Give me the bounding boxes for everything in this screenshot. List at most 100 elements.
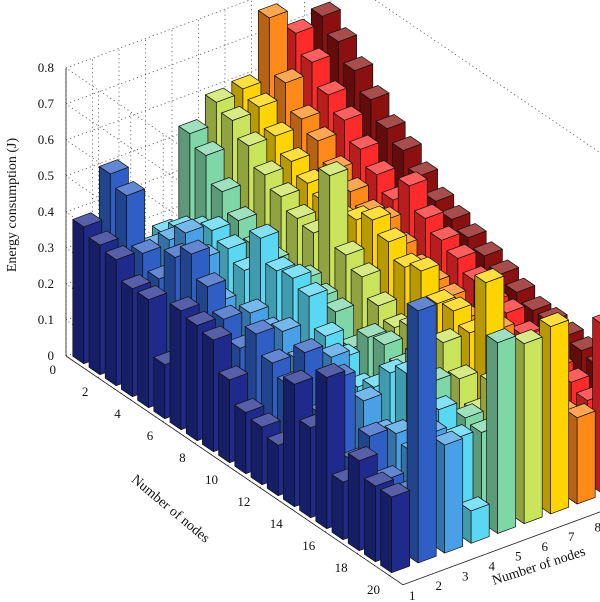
x-tick-label: 14 [270, 516, 284, 531]
bar-top-face [361, 205, 391, 221]
bar-side-face [88, 237, 101, 376]
bar-top-face [334, 240, 365, 256]
bar-top-face [227, 206, 257, 222]
bar-top-face [459, 496, 490, 512]
bar-top-face [313, 321, 344, 337]
bar-top-face [300, 47, 331, 63]
bar-side-face [104, 251, 117, 387]
y-tick-label: 5 [515, 549, 522, 564]
bar-top-face [216, 234, 247, 250]
y-tick-label: 4 [488, 559, 495, 574]
y-tick-label: 3 [462, 568, 469, 583]
z-tick-label: 0.5 [38, 168, 54, 183]
x-tick-label: 4 [114, 406, 121, 421]
bar-top-face [565, 403, 596, 419]
bar-top-face [474, 268, 505, 284]
bar-side-face [250, 419, 263, 486]
bar-top-face [425, 289, 456, 305]
bar-side-face [121, 280, 133, 398]
bar-front-face [417, 303, 437, 564]
z-tick-label: 0.7 [38, 96, 55, 111]
bar-top-face [433, 430, 464, 446]
bar-side-face [266, 437, 279, 497]
bar-top-face [202, 325, 232, 341]
bar-top-face [297, 281, 328, 297]
bar-top-face [406, 296, 437, 312]
bar-top-face [247, 92, 278, 108]
bar-row-20-series-6 [512, 329, 543, 525]
bar-side-face [202, 332, 214, 453]
y-tick-label: 7 [568, 529, 575, 544]
bar-top-face [442, 296, 472, 312]
bar-top-face [194, 140, 225, 156]
bar-top-face [431, 328, 462, 344]
y-axis-line [402, 511, 600, 586]
bar-top-face [310, 1, 341, 17]
bar-top-face [456, 223, 487, 239]
bar-top-face [327, 27, 357, 43]
bar-top-face [359, 85, 390, 101]
bar-top-face [174, 218, 204, 234]
bar-top-face [343, 56, 374, 72]
bar-side-face [347, 452, 360, 552]
bar-front-face [550, 319, 570, 515]
bar-top-face [88, 230, 119, 246]
x-tick-label: 20 [367, 582, 380, 597]
x-tick-label: 2 [82, 384, 89, 399]
bar-row-20-series-1 [380, 482, 411, 574]
bar-top-face [257, 3, 288, 19]
bar-row-20-series-4 [459, 496, 490, 544]
bar-top-face [430, 225, 461, 241]
bar-top-face [265, 256, 296, 272]
bar-top-face [409, 256, 440, 272]
x-tick-label: 0 [50, 362, 57, 377]
z-tick-label: 0.2 [38, 276, 54, 291]
bar-side-face [72, 219, 85, 365]
bar-side-face [185, 317, 198, 442]
x-axis-line [65, 355, 404, 586]
ticks-layer: 00.10.20.30.40.50.60.70.8024681012141618… [38, 60, 600, 602]
bar-front-face [497, 335, 517, 534]
bar-top-face [293, 338, 324, 354]
bar-front-face [444, 438, 464, 554]
y-tick-label: 8 [594, 519, 600, 534]
bar-top-face [397, 171, 428, 187]
bar-top-face [234, 397, 265, 413]
bar-top-face [212, 304, 243, 320]
bar-top-face [391, 135, 422, 151]
bar-top-face [98, 159, 129, 175]
x-tick-label: 6 [147, 428, 154, 443]
bar-top-face [424, 186, 455, 202]
bar-top-face [244, 319, 275, 335]
bar-top-face [221, 105, 251, 121]
bar-top-face [115, 181, 145, 197]
bar-top-face [486, 328, 517, 344]
bar-side-face [218, 372, 230, 464]
bar-top-face [196, 272, 226, 288]
bar-top-face [179, 239, 210, 255]
x-axis-title: Number of nodes [128, 472, 212, 546]
bar-top-face [169, 296, 200, 312]
bar-top-face [250, 412, 281, 428]
bar-top-face [284, 18, 315, 34]
bar-top-face [347, 446, 378, 462]
bar-top-face [249, 223, 279, 239]
bar-row-20-series-2 [406, 296, 437, 564]
z-tick-label: 0.3 [38, 240, 54, 255]
bar-side-face [234, 404, 247, 475]
bar-top-face [318, 161, 349, 177]
z-tick-label: 0.8 [38, 60, 54, 75]
bar-top-face [319, 342, 350, 358]
bar-top-face [218, 365, 249, 381]
bar-top-face [281, 263, 312, 279]
bar-top-face [274, 68, 304, 84]
z-tick-label: 0 [48, 348, 55, 363]
bar-top-face [131, 238, 162, 254]
x-tick-label: 12 [237, 494, 250, 509]
bar-top-face [453, 403, 484, 419]
bar-top-face [178, 119, 209, 135]
bar-front-face [576, 410, 596, 505]
bar-top-face [253, 160, 284, 176]
bar-top-face [333, 105, 363, 121]
